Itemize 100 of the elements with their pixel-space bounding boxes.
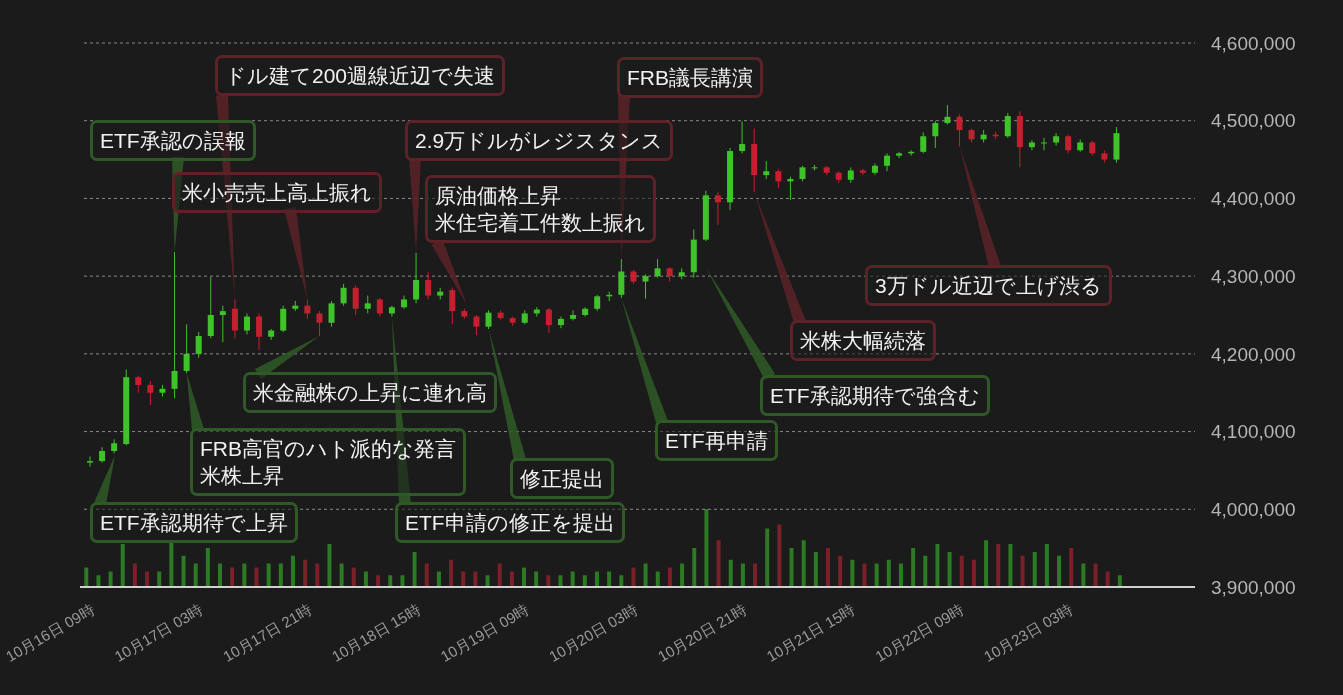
x-tick-label: 10月16日 09時: [2, 600, 98, 665]
bar: [911, 548, 916, 587]
candlestick: [171, 251, 178, 399]
x-tick-label: 10月20日 03時: [546, 600, 641, 665]
bar: [607, 571, 612, 587]
bar: [1069, 548, 1074, 587]
y-tick-label: 4,100,000: [1211, 421, 1296, 443]
candlestick: [545, 307, 552, 334]
candlestick: [449, 287, 456, 325]
candlestick: [1065, 134, 1072, 154]
annotation: ETF承認の誤報: [90, 120, 256, 161]
bar: [789, 548, 794, 587]
y-tick-label: 4,600,000: [1211, 32, 1296, 54]
bar: [935, 544, 940, 587]
bar: [290, 555, 295, 587]
annotation: ドル建て200週線近辺で失速: [215, 55, 506, 96]
annotation: 修正提出: [510, 458, 614, 499]
bar: [412, 551, 417, 587]
annotation: ETF承認期待で強含む: [760, 375, 990, 416]
y-tick-label: 4,500,000: [1211, 110, 1296, 132]
bar: [983, 540, 988, 587]
bar: [704, 509, 709, 587]
annotation: FRB議長講演: [617, 57, 763, 98]
bar: [680, 563, 684, 587]
candlestick: [775, 168, 782, 189]
candlestick: [268, 328, 275, 341]
annotation: 原油価格上昇米住宅着工件数上振れ: [425, 175, 656, 243]
bar: [388, 575, 393, 587]
candlestick: [376, 297, 383, 318]
bar: [692, 548, 697, 587]
bar: [594, 571, 599, 587]
bar: [436, 571, 441, 587]
candlestick: [183, 323, 190, 374]
annotation: ETF再申請: [655, 420, 778, 461]
x-tick-label: 10月17日 03時: [111, 600, 206, 665]
bar: [1008, 544, 1013, 587]
y-tick-label: 4,300,000: [1211, 265, 1296, 287]
bar: [655, 571, 660, 587]
candlestick: [739, 120, 746, 154]
bar: [752, 563, 757, 587]
bar: [1032, 551, 1037, 587]
annotation: FRB高官のハト派的な発言米株上昇: [190, 428, 466, 496]
bar: [1020, 555, 1025, 587]
bar: [728, 559, 733, 587]
bar: [217, 563, 222, 587]
bar: [230, 567, 235, 587]
bar: [740, 563, 745, 587]
candlestick: [1041, 137, 1048, 151]
candlestick: [956, 114, 963, 147]
annotation: 米株大幅続落: [790, 320, 936, 361]
x-tick-label: 10月19日 09時: [437, 600, 532, 665]
bar: [254, 567, 259, 587]
bar: [351, 567, 356, 587]
candlestick: [328, 300, 335, 328]
bar: [1081, 563, 1086, 587]
bar: [242, 563, 247, 587]
bar: [400, 575, 405, 587]
bar: [850, 559, 855, 587]
bar: [84, 567, 89, 587]
bar: [570, 571, 575, 587]
bar: [959, 555, 964, 587]
candlestick: [388, 305, 395, 318]
bar: [558, 575, 563, 587]
bar: [1056, 555, 1061, 587]
y-tick-label: 4,400,000: [1211, 188, 1296, 210]
annotation: 2.9万ドルがレジスタンス: [405, 120, 674, 161]
x-tick-label: 10月17日 21時: [220, 600, 315, 665]
candlestick: [944, 104, 951, 126]
bar: [485, 575, 490, 587]
bar: [96, 575, 101, 587]
bar: [898, 563, 903, 587]
candlestick: [280, 305, 287, 333]
candlestick: [340, 283, 347, 307]
bar: [193, 563, 198, 587]
bar: [497, 563, 502, 587]
candlestick: [147, 380, 154, 406]
candlestick: [920, 131, 927, 154]
candlestick: [932, 120, 939, 149]
bar: [181, 555, 186, 587]
x-tick-label: 10月18日 15時: [328, 600, 424, 665]
bar: [813, 551, 818, 587]
bar: [996, 544, 1001, 587]
bar: [108, 571, 113, 587]
bar: [886, 559, 891, 587]
candlestick: [352, 284, 359, 316]
candlestick: [473, 314, 480, 336]
bar: [923, 555, 928, 587]
bar: [144, 571, 149, 587]
bar: [266, 563, 271, 587]
y-tick-label: 4,200,000: [1211, 343, 1296, 365]
bar: [169, 540, 174, 587]
x-tick-label: 10月23日 03時: [980, 600, 1076, 665]
bar: [339, 563, 344, 587]
candlestick: [1028, 139, 1035, 151]
candlestick: [896, 151, 903, 159]
bar: [461, 571, 466, 587]
x-tick-label: 10月22日 09時: [872, 600, 967, 665]
bar: [801, 540, 806, 587]
bar: [971, 559, 976, 587]
annotation: ETF承認期待で上昇: [90, 502, 298, 543]
